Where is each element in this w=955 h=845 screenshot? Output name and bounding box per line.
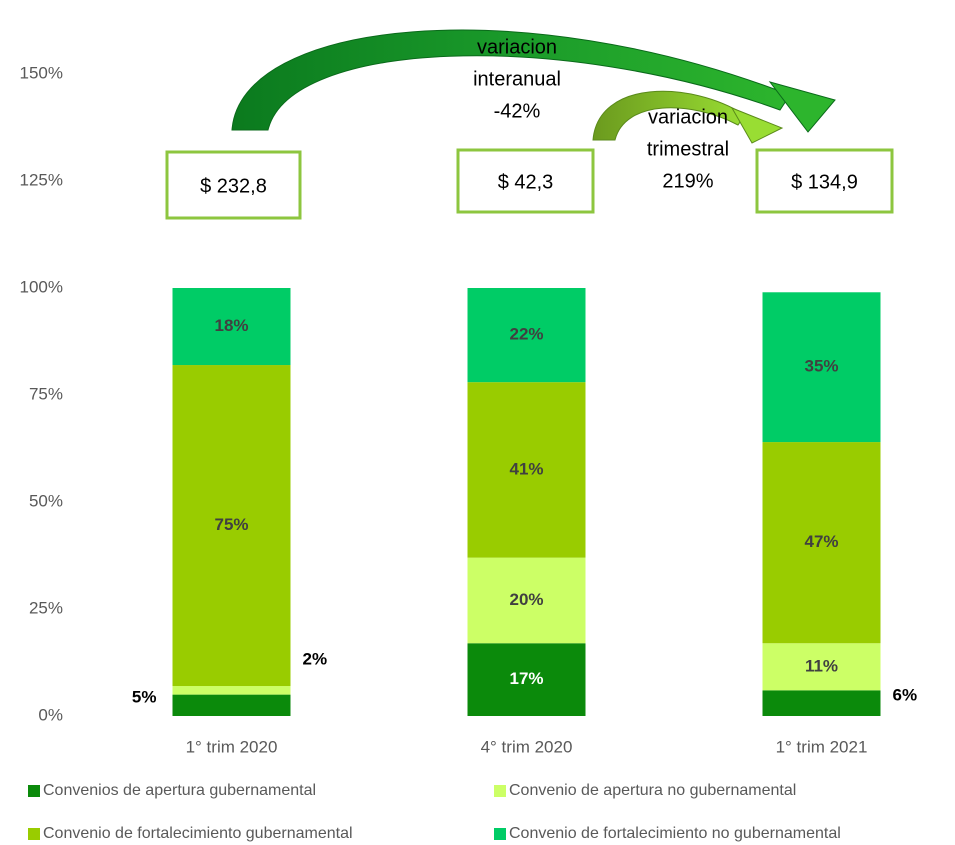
bar-segment — [172, 365, 291, 687]
bar-segment — [467, 382, 586, 558]
data-label: 18% — [214, 316, 248, 335]
bar-segment — [762, 292, 881, 443]
y-tick-label: 50% — [29, 491, 63, 510]
legend-label: Convenio de fortalecimiento gubernamenta… — [43, 825, 353, 842]
bar-segment — [172, 686, 291, 695]
data-label: 41% — [509, 459, 543, 478]
y-tick-label: 25% — [29, 598, 63, 617]
data-label: 11% — [805, 656, 838, 675]
bar-segment — [467, 288, 586, 383]
value-box — [755, 148, 894, 214]
legend-label: Convenio de apertura no gubernamental — [509, 782, 796, 799]
data-label: 47% — [804, 532, 838, 551]
bar-segment — [762, 442, 881, 644]
data-label: 5% — [132, 687, 157, 706]
annual-variation-text: variacion — [477, 36, 557, 58]
x-tick-label: 1° trim 2020 — [186, 737, 278, 756]
quarterly-variation-text: variacion — [648, 106, 728, 128]
bar-segment — [762, 690, 881, 716]
data-label: 20% — [509, 590, 543, 609]
data-label: 6% — [893, 685, 918, 704]
value-box-label: $ 42,3 — [498, 171, 554, 193]
data-label: 75% — [214, 515, 248, 534]
y-tick-label: 125% — [20, 170, 63, 189]
quarterly-arrowhead — [730, 107, 784, 144]
bar-segment — [172, 694, 291, 716]
legend-swatch — [28, 828, 40, 840]
data-label: 2% — [303, 650, 328, 669]
x-tick-label: 1° trim 2021 — [776, 737, 868, 756]
legend-label: Convenio de fortalecimiento no gubername… — [509, 825, 841, 842]
y-tick-label: 0% — [38, 705, 63, 724]
value-box — [165, 150, 302, 220]
annual-arrowhead — [768, 81, 836, 133]
annual-variation-text: interanual — [473, 68, 561, 90]
legend-swatch — [494, 785, 506, 797]
annual-variation-text: -42% — [494, 100, 541, 122]
value-box-label: $ 134,9 — [791, 171, 858, 193]
bar-segment — [467, 643, 586, 716]
x-tick-label: 4° trim 2020 — [481, 737, 573, 756]
legend-label: Convenios de apertura gubernamental — [43, 782, 316, 799]
bar-segment — [762, 643, 881, 691]
y-tick-label: 150% — [20, 63, 63, 82]
quarterly-variation-text: 219% — [662, 170, 713, 192]
data-label: 35% — [804, 357, 838, 376]
bar-segment — [467, 557, 586, 644]
y-tick-label: 75% — [29, 384, 63, 403]
bar-segment — [172, 288, 291, 366]
value-box-label: $ 232,8 — [200, 175, 267, 197]
data-label: 22% — [509, 325, 543, 344]
value-box — [456, 148, 595, 214]
data-label: 17% — [509, 669, 543, 688]
legend-swatch — [494, 828, 506, 840]
legend-swatch — [28, 785, 40, 797]
y-tick-label: 100% — [20, 277, 63, 296]
quarterly-variation-text: trimestral — [647, 138, 729, 160]
